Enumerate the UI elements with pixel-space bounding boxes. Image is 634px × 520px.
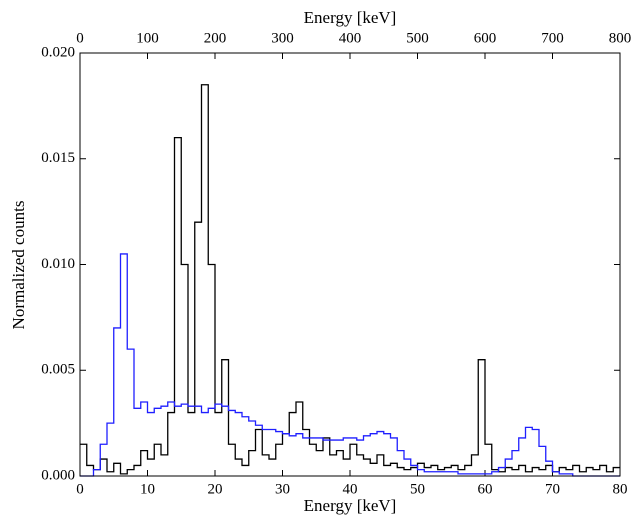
x-tick-label: 10 <box>140 481 155 497</box>
y-tick-label: 0.015 <box>41 150 75 166</box>
x2-tick-label: 600 <box>474 30 497 46</box>
x2-tick-label: 0 <box>76 30 84 46</box>
step-line <box>80 253 620 477</box>
x-tick-label: 20 <box>208 481 223 497</box>
y-axis-label: Normalized counts <box>9 201 28 330</box>
y-tick-label: 0.010 <box>41 256 75 272</box>
x-axis-label: Energy [keV] <box>304 496 397 515</box>
x-tick-label: 30 <box>275 481 290 497</box>
y-tick-label: 0.020 <box>41 44 75 60</box>
x-tick-label: 60 <box>478 481 493 497</box>
step-line <box>80 84 620 475</box>
x-tick-label: 40 <box>343 481 358 497</box>
x-tick-label: 50 <box>410 481 425 497</box>
x2-tick-label: 200 <box>204 30 227 46</box>
plot-frame <box>79 52 621 477</box>
x2-axis-label: Energy [keV] <box>304 8 397 27</box>
x2-tick-label: 300 <box>271 30 294 46</box>
x-tick-label: 0 <box>76 481 84 497</box>
y-tick-label: 0.005 <box>41 362 75 378</box>
x2-tick-label: 500 <box>406 30 429 46</box>
x2-tick-label: 100 <box>136 30 159 46</box>
x2-tick-label: 800 <box>609 30 632 46</box>
y-tick-label: 0.000 <box>41 467 75 483</box>
x2-tick-label: 400 <box>339 30 362 46</box>
x-tick-label: 80 <box>613 481 628 497</box>
x-tick-label: 70 <box>545 481 560 497</box>
x2-tick-label: 700 <box>541 30 564 46</box>
